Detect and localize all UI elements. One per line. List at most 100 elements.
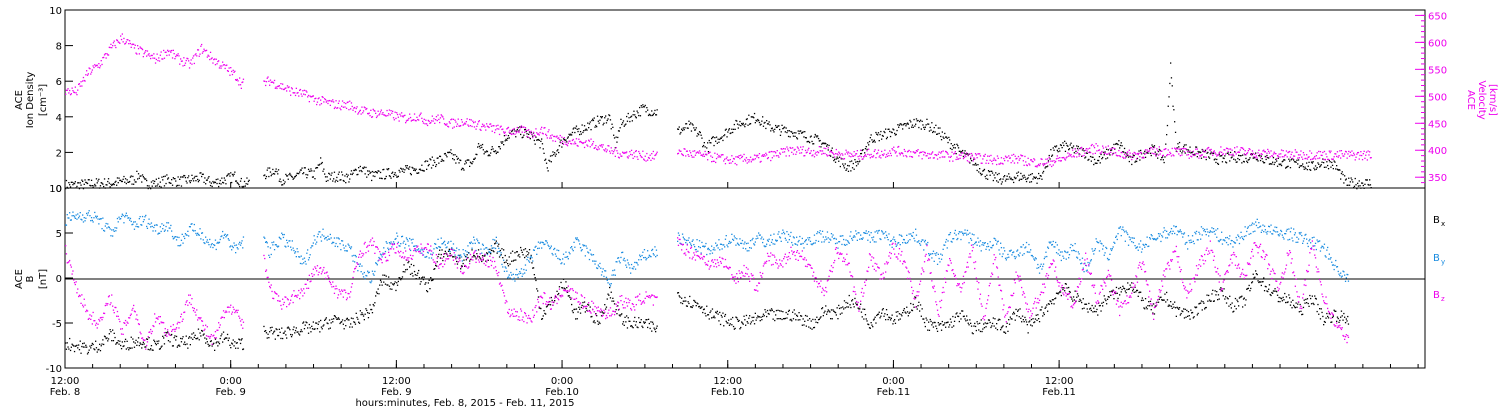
series-point <box>977 164 979 166</box>
series-point <box>547 170 549 172</box>
Bx-point <box>621 313 623 315</box>
series-point <box>543 152 545 154</box>
series-point <box>639 152 641 155</box>
series-point <box>72 184 74 186</box>
Bx-point <box>596 320 599 322</box>
series-point <box>1165 148 1167 150</box>
series-point <box>784 131 786 133</box>
By-point <box>107 226 110 228</box>
Bx-point <box>1322 315 1324 318</box>
Bx-point <box>209 344 211 347</box>
Bx-point <box>1340 316 1342 318</box>
Bx-point <box>554 300 556 302</box>
Bx-point <box>94 349 96 351</box>
series-point <box>987 155 989 157</box>
series-point <box>624 124 626 126</box>
Bx-point <box>494 243 496 245</box>
series-point <box>558 145 561 147</box>
Bx-point <box>443 253 446 255</box>
series-point <box>546 167 548 169</box>
series-point <box>235 180 237 182</box>
series-point <box>1219 155 1221 157</box>
series-point <box>126 39 128 41</box>
series-point <box>800 152 803 154</box>
series-point <box>650 159 652 161</box>
series-point <box>116 184 118 186</box>
series-point <box>948 136 950 139</box>
Bx-point <box>1089 307 1092 309</box>
Bx-point <box>600 311 602 313</box>
By-point <box>222 230 224 233</box>
series-point <box>483 153 485 155</box>
series-point <box>762 155 765 157</box>
Bx-point <box>456 260 458 263</box>
series-point <box>1274 161 1276 164</box>
series-point <box>432 164 434 166</box>
series-point <box>1217 154 1219 156</box>
Bx-point <box>560 281 562 284</box>
series-point <box>1268 150 1270 152</box>
Bx-point <box>749 315 751 317</box>
series-point <box>636 156 638 158</box>
series-point <box>1064 150 1067 152</box>
series-point <box>563 139 565 141</box>
series-point <box>301 95 303 97</box>
series-point <box>1279 164 1281 166</box>
Bx-point <box>891 314 893 316</box>
Bx-point <box>1068 290 1071 293</box>
Bx-point <box>77 347 79 349</box>
By-point <box>109 228 111 230</box>
series-point <box>575 138 578 140</box>
Bx-point <box>1201 309 1203 311</box>
series-point <box>1110 148 1113 150</box>
series-point <box>643 159 646 161</box>
series-point <box>1368 184 1370 186</box>
series-point <box>1273 163 1275 166</box>
series-point <box>1134 152 1136 154</box>
series-point <box>820 146 822 148</box>
Bx-point <box>955 313 957 315</box>
series-point <box>977 153 979 155</box>
series-point <box>773 131 775 133</box>
Bx-point <box>737 320 739 322</box>
series-point <box>1204 151 1206 153</box>
series-point <box>382 169 384 171</box>
Bx-point <box>1218 298 1220 300</box>
series-point <box>804 155 806 157</box>
Bx-point <box>579 308 581 310</box>
series-point <box>1301 165 1303 167</box>
Bx-point <box>1230 307 1232 309</box>
Bx-point <box>700 307 702 309</box>
Bx-point <box>1231 302 1233 304</box>
series-point <box>743 153 745 156</box>
Bx-point <box>505 261 507 263</box>
series-point <box>647 156 650 159</box>
series-point <box>210 58 212 60</box>
series-point <box>1030 181 1033 183</box>
series-point <box>902 153 904 155</box>
Bx-point <box>594 322 596 324</box>
Bx-point <box>152 349 154 351</box>
Bx-point <box>884 313 886 315</box>
series-point <box>1198 151 1200 154</box>
series-point <box>446 123 448 125</box>
Bx-point <box>354 323 357 325</box>
series-point <box>95 65 97 67</box>
series-point <box>471 163 473 165</box>
series-point <box>932 131 934 134</box>
series-point <box>860 156 863 158</box>
series-point <box>1127 154 1129 157</box>
series-point <box>821 143 823 145</box>
Bx-point <box>513 259 515 261</box>
series-point <box>1098 149 1101 151</box>
series-point <box>1035 165 1037 167</box>
Bx-point <box>724 313 727 316</box>
series-point <box>918 126 920 129</box>
series-point <box>709 142 711 144</box>
series-point <box>731 128 733 130</box>
series-point <box>827 147 829 149</box>
Bx-point <box>567 295 569 297</box>
series-point <box>1326 156 1328 158</box>
series-point <box>943 137 945 139</box>
series-point <box>274 87 276 89</box>
